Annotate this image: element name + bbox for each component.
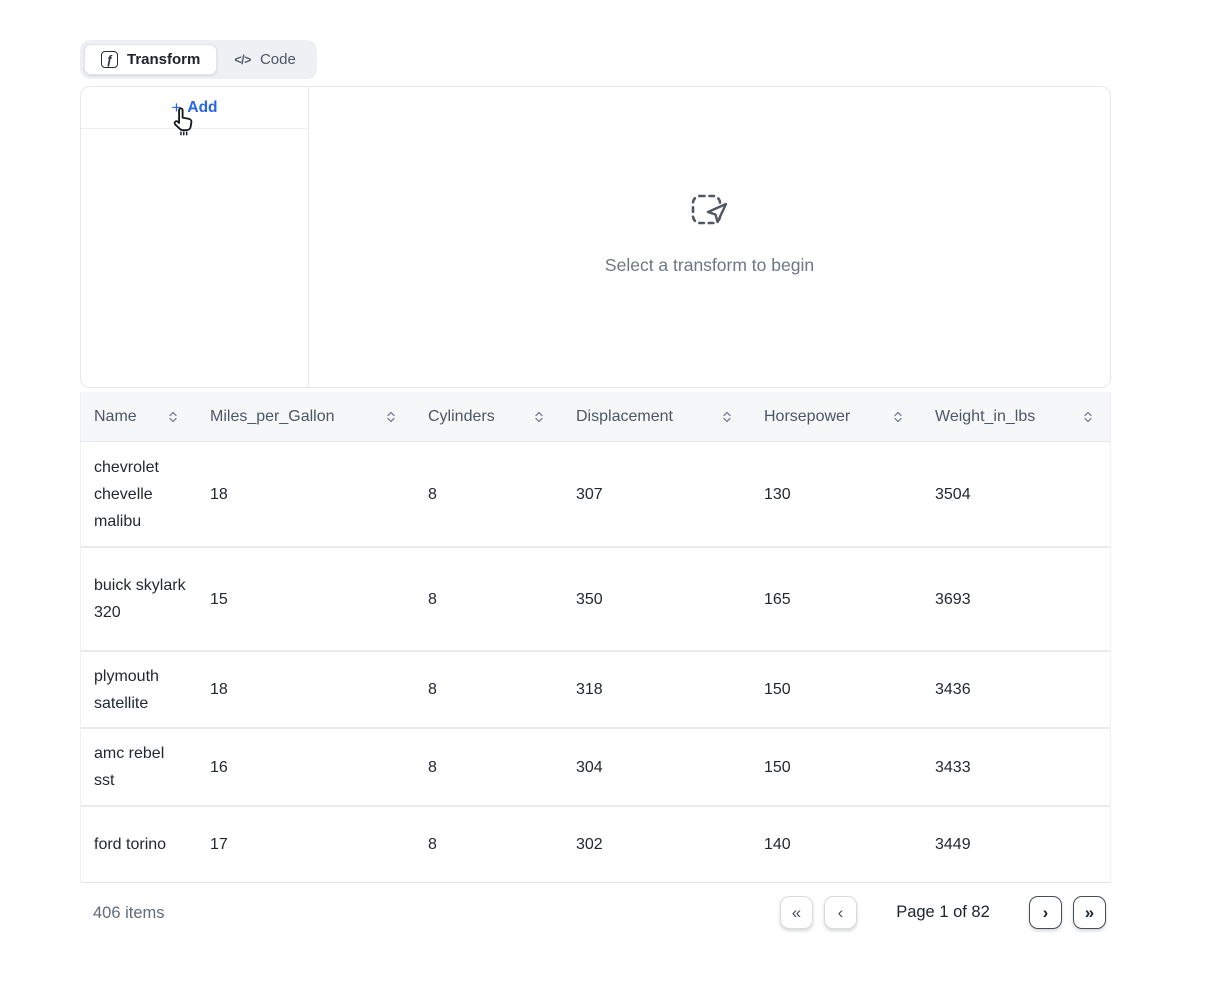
cell-cylinders: 8: [415, 548, 563, 650]
cell-horsepower: 150: [751, 652, 922, 727]
add-transform-row: + Add: [81, 87, 308, 129]
cell-horsepower: 165: [751, 548, 922, 650]
items-count: 406 items: [93, 904, 165, 923]
tab-transform-label: Transform: [127, 51, 200, 68]
page-indicator: Page 1 of 82: [894, 903, 992, 922]
column-label: Miles_per_Gallon: [210, 408, 335, 426]
cell-displacement: 307: [563, 442, 751, 546]
cell-cylinders: 8: [415, 442, 563, 546]
cell-cylinders: 8: [415, 652, 563, 727]
cell-name: buick skylark 320: [81, 548, 197, 650]
transform-preview-panel: Select a transform to begin: [309, 79, 1110, 387]
column-label: Horsepower: [764, 408, 850, 426]
column-header-miles-per-gallon[interactable]: Miles_per_Gallon: [197, 392, 415, 441]
cell-displacement: 304: [563, 729, 751, 805]
table-row: chevrolet chevelle malibu 18 8 307 130 3…: [81, 442, 1110, 546]
sort-icon: [385, 410, 397, 424]
next-page-button[interactable]: ›: [1029, 896, 1062, 929]
sort-icon: [721, 410, 733, 424]
plus-icon: +: [171, 99, 181, 116]
first-page-button[interactable]: «: [780, 896, 813, 929]
empty-state-text: Select a transform to begin: [605, 255, 814, 276]
cell-displacement: 318: [563, 652, 751, 727]
select-transform-icon: [688, 191, 732, 235]
sort-icon: [892, 410, 904, 424]
cell-weight-in-lbs: 3693: [922, 548, 1112, 650]
cell-miles-per-gallon: 15: [197, 548, 415, 650]
cell-displacement: 302: [563, 807, 751, 882]
table-header-row: Name Miles_per_Gallon Cylinders Displace…: [81, 392, 1110, 442]
code-icon: </>: [234, 53, 251, 67]
cell-miles-per-gallon: 16: [197, 729, 415, 805]
cell-cylinders: 8: [415, 807, 563, 882]
column-header-weight-in-lbs[interactable]: Weight_in_lbs: [922, 392, 1112, 441]
tab-code-label: Code: [260, 51, 296, 68]
cell-weight-in-lbs: 3433: [922, 729, 1112, 805]
column-label: Weight_in_lbs: [935, 408, 1035, 426]
table-row: buick skylark 320 15 8 350 165 3693: [81, 546, 1110, 650]
prev-page-button[interactable]: ‹: [824, 896, 857, 929]
cell-weight-in-lbs: 3449: [922, 807, 1112, 882]
cell-weight-in-lbs: 3504: [922, 442, 1112, 546]
column-header-name[interactable]: Name: [81, 392, 197, 441]
cell-miles-per-gallon: 18: [197, 652, 415, 727]
cell-name: plymouth satellite: [81, 652, 197, 727]
column-header-displacement[interactable]: Displacement: [563, 392, 751, 441]
add-transform-button[interactable]: + Add: [165, 98, 223, 118]
view-mode-tabs: ƒ Transform </> Code: [80, 40, 317, 79]
transform-list-panel: + Add: [81, 87, 309, 387]
cell-name: amc rebel sst: [81, 729, 197, 805]
table-row: amc rebel sst 16 8 304 150 3433: [81, 727, 1110, 805]
tab-code[interactable]: </> Code: [217, 44, 312, 75]
cell-name: ford torino: [81, 807, 197, 882]
tab-transform[interactable]: ƒ Transform: [84, 44, 217, 75]
pagination: « ‹ Page 1 of 82 › »: [780, 896, 1106, 929]
sort-icon: [533, 410, 545, 424]
transform-builder-panel: + Add Select a transform to begin: [80, 86, 1111, 388]
table-body: chevrolet chevelle malibu 18 8 307 130 3…: [81, 442, 1110, 882]
add-button-label: Add: [187, 99, 217, 117]
last-page-button[interactable]: »: [1073, 896, 1106, 929]
cell-cylinders: 8: [415, 729, 563, 805]
column-label: Cylinders: [428, 408, 495, 426]
cell-name: chevrolet chevelle malibu: [81, 442, 197, 546]
table-row: ford torino 17 8 302 140 3449: [81, 805, 1110, 882]
column-label: Name: [94, 408, 137, 426]
table-row: plymouth satellite 18 8 318 150 3436: [81, 650, 1110, 727]
sort-icon: [1082, 410, 1094, 424]
column-header-cylinders[interactable]: Cylinders: [415, 392, 563, 441]
sort-icon: [167, 410, 179, 424]
data-table: Name Miles_per_Gallon Cylinders Displace…: [80, 392, 1111, 883]
cell-horsepower: 150: [751, 729, 922, 805]
column-header-horsepower[interactable]: Horsepower: [751, 392, 922, 441]
cell-horsepower: 130: [751, 442, 922, 546]
cell-horsepower: 140: [751, 807, 922, 882]
cell-miles-per-gallon: 17: [197, 807, 415, 882]
cell-weight-in-lbs: 3436: [922, 652, 1112, 727]
cell-miles-per-gallon: 18: [197, 442, 415, 546]
function-icon: ƒ: [101, 51, 118, 68]
cell-displacement: 350: [563, 548, 751, 650]
column-label: Displacement: [576, 408, 673, 426]
